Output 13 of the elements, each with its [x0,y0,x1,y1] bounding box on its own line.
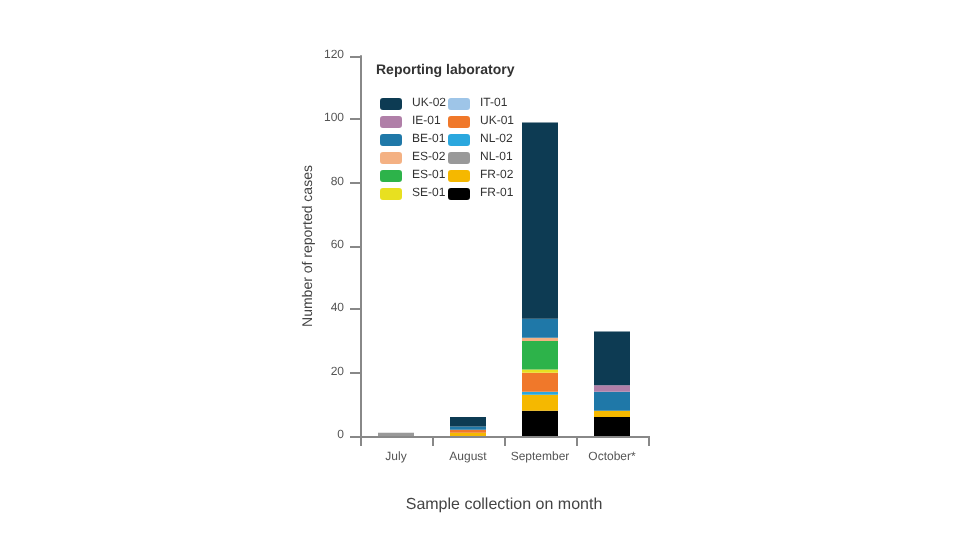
bar [522,122,558,319]
bar [594,410,630,417]
bar [594,331,630,386]
bar [594,385,630,392]
bar [522,372,558,392]
bar [594,391,630,411]
bar [450,417,486,427]
bar [522,410,558,436]
bar [594,417,630,436]
bar [522,394,558,411]
bar [522,341,558,370]
x-axis-title: Sample collection on month [405,495,603,513]
bar [522,318,558,338]
